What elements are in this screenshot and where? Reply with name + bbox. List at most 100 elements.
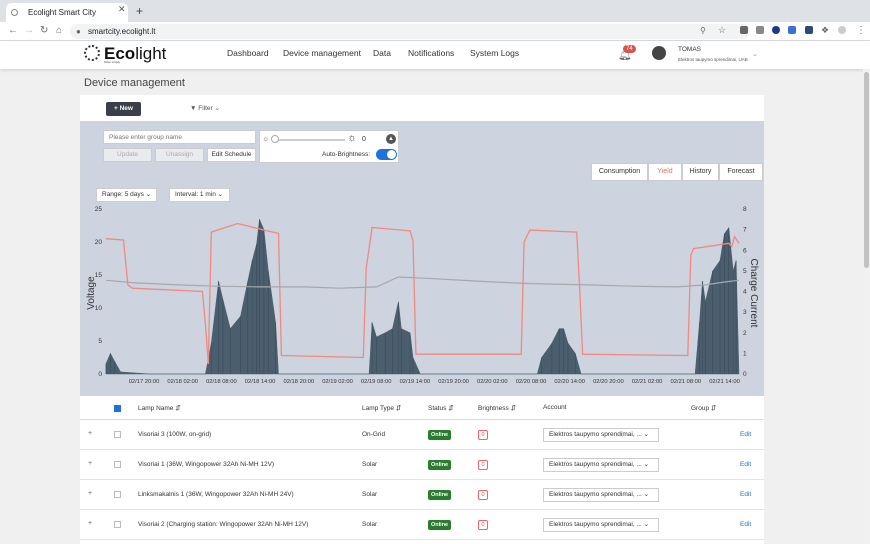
close-tab-icon[interactable]: ✕ bbox=[118, 4, 126, 14]
auto-brightness-toggle[interactable] bbox=[376, 149, 397, 160]
y2-tick-label: 3 bbox=[743, 309, 747, 316]
nav-notifications[interactable]: Notifications bbox=[408, 48, 455, 58]
chevron-down-icon: ⌄ bbox=[217, 191, 224, 198]
pin-icon[interactable]: ▲ bbox=[386, 134, 396, 144]
account-select-label: Elektros taupymo sprendimai, ... bbox=[549, 431, 642, 438]
row-checkbox[interactable] bbox=[114, 461, 121, 468]
tab-forecast[interactable]: Forecast bbox=[719, 163, 763, 181]
col-label: Status bbox=[428, 405, 447, 412]
group-name-input[interactable] bbox=[103, 130, 256, 144]
home-icon[interactable]: ⌂ bbox=[56, 25, 63, 36]
expand-row-icon[interactable]: + bbox=[88, 520, 93, 527]
logo-icon bbox=[84, 45, 100, 61]
tab-history[interactable]: History bbox=[682, 163, 719, 181]
expand-row-icon[interactable]: + bbox=[88, 490, 93, 497]
scrollbar-thumb[interactable] bbox=[864, 72, 869, 268]
expand-row-icon[interactable]: + bbox=[88, 460, 93, 467]
nav-device-management[interactable]: Device management bbox=[283, 48, 361, 58]
tab-title: Ecolight Smart City bbox=[28, 8, 97, 17]
edit-link[interactable]: Edit bbox=[740, 521, 752, 528]
unassign-button[interactable]: Unassign bbox=[155, 148, 204, 162]
lamp-type: Solar bbox=[362, 461, 378, 468]
x-tick-label: 02/21 02:00 bbox=[632, 379, 663, 385]
brightness-slider-handle[interactable] bbox=[271, 135, 279, 143]
y-tick-label: 0 bbox=[98, 371, 102, 378]
url-box[interactable] bbox=[70, 24, 750, 39]
zoom-icon[interactable]: ⚲ bbox=[700, 26, 706, 35]
nav-system-logs[interactable]: System Logs bbox=[470, 48, 520, 58]
col-brightness[interactable]: Brightness ⇵ bbox=[478, 404, 516, 412]
user-organization: Elektros taupymo sprendimai, UAB bbox=[678, 57, 748, 62]
back-icon[interactable]: ← bbox=[8, 25, 18, 36]
extension-icon[interactable] bbox=[740, 26, 748, 34]
page-title: Device management bbox=[84, 77, 185, 89]
row-checkbox[interactable] bbox=[114, 521, 121, 528]
extension-icon[interactable] bbox=[756, 26, 764, 34]
forward-icon[interactable]: → bbox=[24, 25, 34, 36]
new-button[interactable]: + New bbox=[106, 102, 141, 116]
browser-tab[interactable]: Ecolight Smart City bbox=[6, 3, 128, 22]
y-tick-label: 25 bbox=[95, 206, 103, 213]
menu-dots-icon[interactable]: ⋮ bbox=[856, 25, 866, 36]
lamp-type: Solar bbox=[362, 521, 378, 528]
avatar[interactable] bbox=[652, 46, 666, 60]
tab-yield[interactable]: Yield bbox=[648, 163, 682, 181]
brightness-slider[interactable] bbox=[273, 139, 345, 141]
col-lamp-name[interactable]: Lamp Name ⇵ bbox=[138, 404, 181, 412]
range-select[interactable]: Range: 5 days ⌄ bbox=[96, 188, 157, 202]
y2-tick-label: 1 bbox=[743, 350, 747, 357]
chevron-down-icon[interactable]: ⌄ bbox=[752, 51, 758, 58]
edit-link[interactable]: Edit bbox=[740, 491, 752, 498]
puzzle-icon[interactable]: ❖ bbox=[821, 25, 830, 35]
row-checkbox[interactable] bbox=[114, 431, 121, 438]
account-select[interactable]: Elektros taupymo sprendimai, ... ⌄ bbox=[543, 488, 659, 502]
sort-icon: ⇵ bbox=[510, 405, 516, 412]
user-name[interactable]: TOMAS bbox=[678, 46, 701, 53]
tab-consumption[interactable]: Consumption bbox=[591, 163, 648, 181]
nav-dashboard[interactable]: Dashboard bbox=[227, 48, 269, 58]
extension-icon[interactable] bbox=[805, 26, 813, 34]
y2-tick-label: 4 bbox=[743, 289, 747, 296]
edit-link[interactable]: Edit bbox=[740, 431, 752, 438]
x-tick-label: 02/17 20:00 bbox=[129, 379, 160, 385]
col-label: Group bbox=[691, 405, 710, 412]
sun-small-icon: ☼ bbox=[262, 134, 270, 143]
expand-row-icon[interactable]: + bbox=[88, 430, 93, 437]
interval-select[interactable]: Interval: 1 min ⌄ bbox=[169, 188, 230, 202]
account-select[interactable]: Elektros taupymo sprendimai, ... ⌄ bbox=[543, 518, 659, 532]
reload-icon[interactable]: ↻ bbox=[40, 25, 49, 36]
logo-rest: light bbox=[135, 44, 167, 63]
col-group[interactable]: Group ⇵ bbox=[691, 404, 716, 412]
y2-tick-label: 2 bbox=[743, 330, 747, 337]
extension-icon[interactable] bbox=[788, 26, 796, 34]
profile-icon[interactable] bbox=[838, 26, 846, 34]
notification-badge: 74 bbox=[623, 45, 636, 53]
select-all-checkbox[interactable] bbox=[114, 405, 121, 412]
interval-select-label: Interval: 1 min bbox=[175, 191, 216, 198]
logo[interactable]: Ecolight bbox=[104, 44, 166, 64]
x-tick-label: 02/19 02:00 bbox=[322, 379, 353, 385]
account-select[interactable]: Elektros taupymo sprendimai, ... ⌄ bbox=[543, 458, 659, 472]
new-tab-button[interactable]: + bbox=[136, 4, 144, 18]
col-status[interactable]: Status ⇵ bbox=[428, 404, 454, 412]
row-checkbox[interactable] bbox=[114, 491, 121, 498]
account-select-label: Elektros taupymo sprendimai, ... bbox=[549, 491, 642, 498]
col-account: Account bbox=[543, 404, 567, 411]
x-tick-label: 02/21 14:00 bbox=[709, 379, 740, 385]
edit-link[interactable]: Edit bbox=[740, 461, 752, 468]
extension-icon[interactable] bbox=[772, 26, 780, 34]
lock-icon[interactable]: ● bbox=[76, 27, 81, 36]
y2-tick-label: 7 bbox=[743, 227, 747, 234]
x-tick-label: 02/18 02:00 bbox=[167, 379, 198, 385]
edit-schedule-button[interactable]: Edit Schedule bbox=[207, 148, 256, 162]
page-scrollbar[interactable] bbox=[863, 69, 870, 544]
lamp-name: Visoriai 2 (Charging station: Wingopower… bbox=[138, 521, 309, 528]
nav-data[interactable]: Data bbox=[373, 48, 391, 58]
account-select[interactable]: Elektros taupymo sprendimai, ... ⌄ bbox=[543, 428, 659, 442]
x-tick-label: 02/20 14:00 bbox=[554, 379, 585, 385]
filter-button[interactable]: ▼ Filter ⌄ bbox=[190, 104, 220, 112]
col-lamp-type[interactable]: Lamp Type ⇵ bbox=[362, 404, 401, 412]
url-text[interactable]: smartcity.ecolight.lt bbox=[88, 27, 156, 36]
bookmark-star-icon[interactable]: ☆ bbox=[718, 25, 727, 35]
update-button[interactable]: Update bbox=[103, 148, 152, 162]
